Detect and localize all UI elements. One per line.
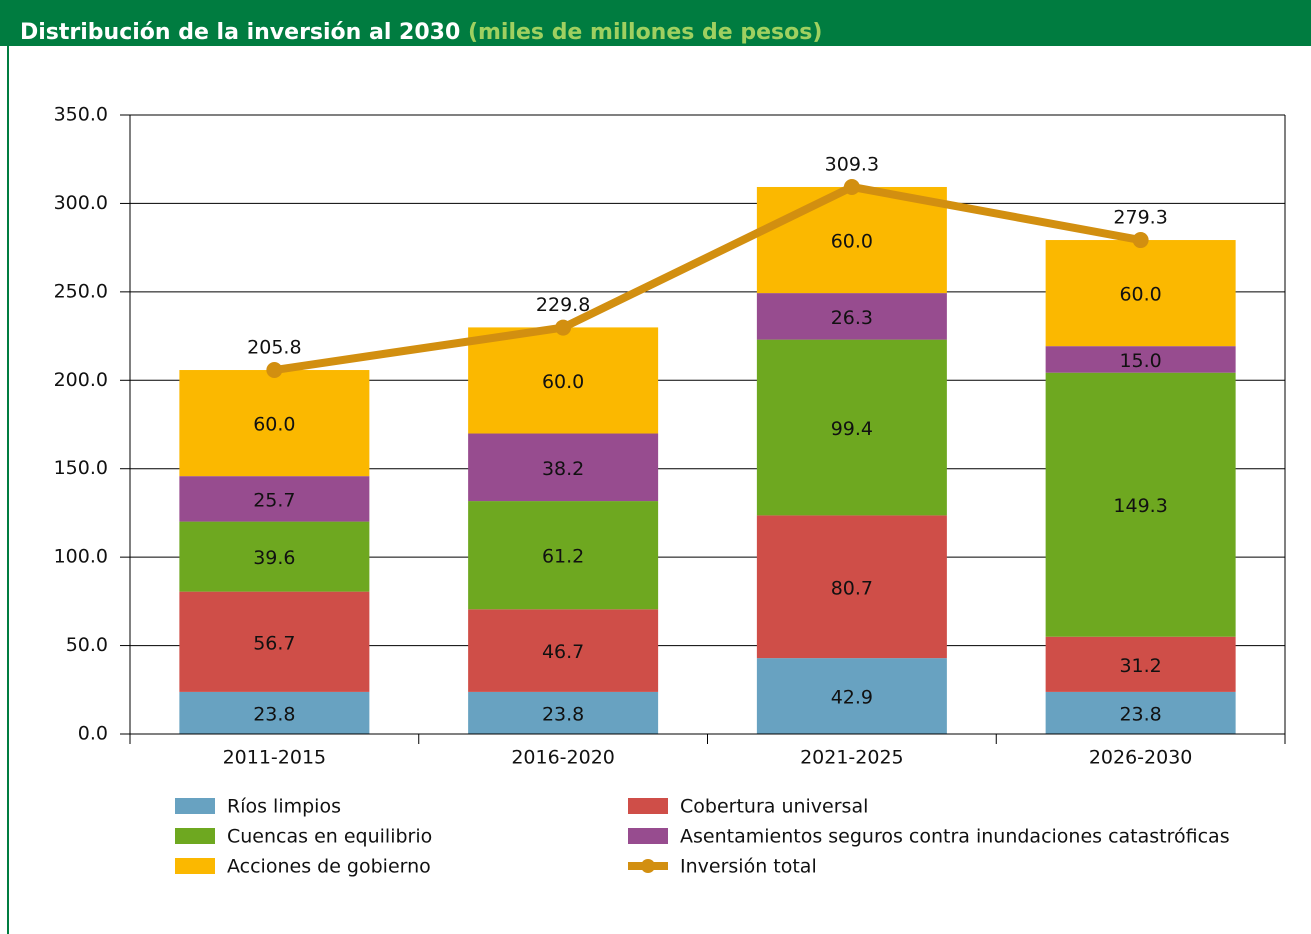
bar-segment [179, 691, 370, 734]
data-label: 38.2 [542, 458, 584, 480]
legend-label: Cobertura universal [680, 796, 868, 818]
data-label: 42.9 [831, 687, 873, 709]
legend-label: Ríos limpios [227, 796, 341, 818]
bar-segment [468, 501, 659, 610]
bar-segment [468, 327, 659, 434]
data-label: 229.8 [536, 294, 590, 316]
data-label: 60.0 [253, 414, 295, 436]
bar-segment [468, 691, 659, 734]
legend-marker [641, 859, 655, 873]
bar-segment [756, 186, 947, 294]
data-label: 205.8 [247, 337, 301, 359]
header-bar [0, 0, 1311, 46]
legend-label: Acciones de gobierno [227, 856, 431, 878]
data-label: 23.8 [542, 703, 584, 725]
legend-swatch [175, 798, 215, 814]
legend-swatch [628, 798, 668, 814]
data-label: 23.8 [253, 703, 295, 725]
total-marker [843, 178, 860, 195]
y-tick-label: 250.0 [54, 280, 108, 302]
data-label: 31.2 [1119, 655, 1161, 677]
y-tick-label: 0.0 [78, 723, 108, 745]
bar-segment [1045, 636, 1236, 692]
bar-segment [179, 370, 370, 477]
bar-segment [1045, 240, 1236, 347]
legend-label: Asentamientos seguros contra inundacione… [680, 826, 1230, 848]
y-tick-label: 200.0 [54, 369, 108, 391]
y-tick-label: 100.0 [54, 546, 108, 568]
data-label: 279.3 [1113, 207, 1167, 229]
data-label: 15.0 [1119, 350, 1161, 372]
data-label: 60.0 [1119, 284, 1161, 306]
data-label: 80.7 [831, 577, 873, 599]
bar-segment [1045, 346, 1236, 373]
bar-segment [468, 609, 659, 692]
total-marker [1132, 232, 1149, 249]
x-tick-label: 2021-2025 [800, 747, 904, 769]
data-label: 99.4 [831, 418, 873, 440]
data-label: 61.2 [542, 546, 584, 568]
x-tick-label: 2026-2030 [1089, 747, 1193, 769]
legend-label: Cuencas en equilibrio [227, 826, 432, 848]
data-label: 26.3 [831, 307, 873, 329]
data-label: 56.7 [253, 632, 295, 654]
legend-swatch [628, 828, 668, 844]
legend-swatch [175, 828, 215, 844]
y-tick-label: 350.0 [54, 104, 108, 126]
total-marker [266, 362, 283, 379]
data-label: 149.3 [1113, 495, 1167, 517]
bar-segment [756, 515, 947, 659]
y-tick-label: 150.0 [54, 457, 108, 479]
y-tick-label: 300.0 [54, 192, 108, 214]
data-label: 46.7 [542, 641, 584, 663]
total-line [273, 182, 1142, 374]
x-tick-label: 2011-2015 [223, 747, 327, 769]
data-label: 60.0 [831, 231, 873, 253]
legend-label: Inversión total [680, 856, 817, 878]
data-label: 309.3 [825, 153, 879, 175]
data-label: 25.7 [253, 489, 295, 511]
chart-subtitle: (miles de millones de pesos) [468, 20, 822, 45]
bar-segment [756, 658, 947, 734]
total-marker [555, 319, 572, 336]
bar-segment [468, 433, 659, 502]
bar-segment [179, 476, 370, 522]
x-tick-label: 2016-2020 [511, 747, 615, 769]
chart-title: Distribución de la inversión al 2030 [20, 20, 460, 45]
data-label: 39.6 [253, 547, 295, 569]
bar-segment [756, 339, 947, 516]
bar-segment [1045, 372, 1236, 637]
y-tick-label: 50.0 [66, 634, 108, 656]
bar-segment [1045, 691, 1236, 734]
bar-segment [179, 521, 370, 592]
bar-segment [179, 591, 370, 692]
chart-title-text: Distribución de la inversión al 2030 (mi… [20, 20, 822, 45]
bar-segment [756, 293, 947, 340]
data-label: 23.8 [1119, 703, 1161, 725]
legend-swatch [175, 858, 215, 874]
data-label: 60.0 [542, 371, 584, 393]
